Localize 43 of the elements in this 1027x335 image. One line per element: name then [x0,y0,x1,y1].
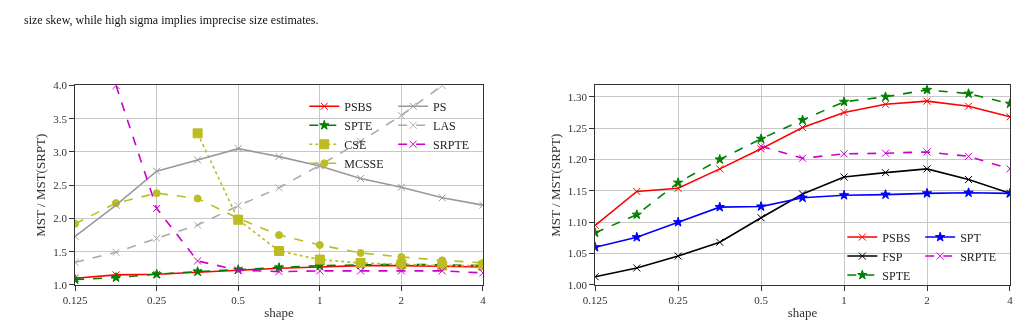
x-tick-label: 0.5 [231,294,246,307]
y-tick-label: 1.25 [567,121,588,134]
x-tick-label: 0.5 [754,294,769,307]
x-axis-title: shape [264,304,295,320]
y-tick-label: 3.0 [53,145,68,158]
legend-label: SPT [960,230,982,245]
legend-label: SPTE [344,118,373,133]
y-tick-label: 1.20 [567,153,588,166]
x-tick-label: 0.25 [668,294,689,307]
x-tick-label: 0.25 [147,294,167,307]
y-tick-label: 1.05 [567,247,588,260]
legend-label: SRPTE [960,249,997,264]
x-tick-label: 0.125 [582,294,609,307]
legend-label: FSP [882,249,903,264]
y-tick-label: 1.15 [567,184,588,197]
y-tick-label: 2.5 [53,179,68,192]
legend-label: SPTE [882,268,911,283]
y-axis-title: MST / MST(SRPT) [547,133,563,237]
x-tick-label: 1 [841,294,847,307]
x-tick-label: 1 [317,294,323,307]
x-tick-label: 0.125 [62,294,88,307]
y-tick-label: 1.5 [53,245,68,258]
x-tick-label: 4 [480,294,487,307]
legend-label: MCSSE [344,156,384,171]
y-tick-label: 1.10 [567,216,588,229]
legend-label: PS [433,99,447,114]
y-tick-label: 3.5 [53,112,68,125]
y-tick-label: 2.0 [53,212,68,225]
text: size skew, while high sigma implies imprecise size estimates. [24,13,319,27]
x-axis-title: shape [787,304,818,320]
x-tick-label: 2 [398,294,405,307]
y-tick-label: 4.0 [53,79,68,92]
legend-label: SRPTE [433,137,470,152]
y-axis-title: MST / MST(SRPT) [33,133,49,237]
legend-label: CSE [344,137,367,152]
legend-label: PSBS [882,230,911,245]
legend-label: LAS [433,118,456,133]
x-tick-label: 2 [924,294,930,307]
legend-label: PSBS [344,99,373,114]
y-tick-label: 1.00 [567,278,588,291]
y-tick-label: 1.30 [567,90,588,103]
x-tick-label: 4 [1007,294,1014,307]
y-tick-label: 1.0 [53,278,68,291]
